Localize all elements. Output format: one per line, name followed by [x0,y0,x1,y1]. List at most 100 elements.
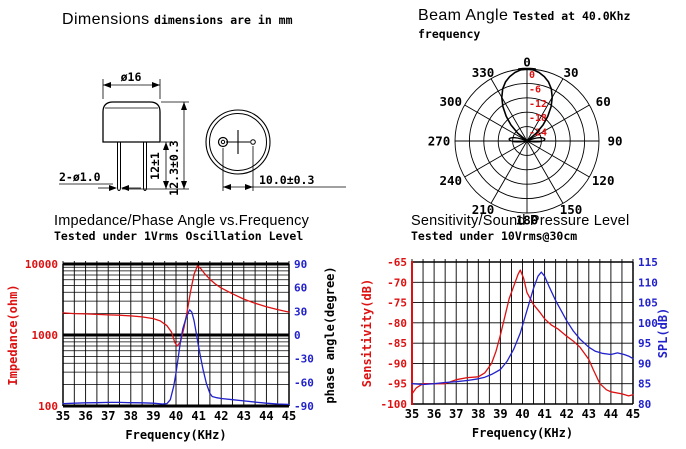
pin-positive-outer [217,136,229,148]
x-axis-title: Frequency(KHz) [125,428,226,442]
arrowhead [163,142,169,150]
arrowhead [181,102,187,110]
x-tick-label: 42 [214,409,228,423]
beam-side-lobe [526,137,546,143]
impedance-title: Impedance/Phase Angle vs.Frequency Teste… [54,213,309,243]
cap-diameter-label: ø16 [121,70,142,84]
lead-length-label: 12±1 [148,152,162,180]
y-right-axis-title: SPL(dB) [656,308,670,359]
impedance-heading: Impedance/Phase Angle vs.Frequency [54,213,310,229]
series-phase_deg [62,309,290,406]
y-right-axis-title: phase angle(degree) [323,266,337,403]
arrowhead [181,181,187,189]
x-tick-label: 42 [559,407,573,421]
y-right-tick-label: 115 [638,256,658,269]
beam-condition: Tested at 40.0Khz [512,9,631,23]
x-tick-label: 39 [146,409,160,423]
y-right-tick-label: 105 [638,297,658,310]
y-left-tick-label: -95 [387,378,407,391]
sensitivity-spl-chart: -65 -70 -75 -80 -85 -90 -95 -100 115 110 105 100 95 9… [360,256,670,440]
beam-side-lobe [508,137,528,143]
y-left-tick-label: -65 [387,256,407,269]
sensitivity-heading: Sensitivity/Sound Pressure Level [411,213,630,229]
lead-right [143,142,147,192]
pin-spacing-label: 10.0±0.3 [259,173,314,187]
x-tick-label: 45 [626,407,640,421]
arrowhead [121,185,129,191]
x-tick-label: 35 [405,407,419,421]
y-left-tick-label: -75 [387,297,407,310]
angle-tick-label: 300 [440,94,463,109]
lead-diameter-label: 2-ø1.0 [59,170,101,184]
x-tick-label: 43 [237,409,251,423]
y-left-axis-title: Impedance(ohm) [6,284,20,385]
x-tick-label: 38 [124,409,138,423]
y-right-tick-label: 80 [638,398,651,411]
x-tick-label: 44 [259,409,273,423]
pin-positive-inner [220,139,226,145]
x-tick-label: 38 [471,407,485,421]
beam-cap-arc [518,67,536,71]
angle-tick-label: 0 [523,55,531,70]
x-tick-label: 37 [449,407,463,421]
y-left-tick-label: -80 [387,317,407,330]
angle-tick-label: 90 [607,134,622,149]
arrowhead [103,82,111,88]
angle-tick-label: 180 [516,213,539,228]
dimension-drawing: ø16 12±1 12.3±0.3 2-ø1.0 [59,70,346,196]
x-tick-label: 36 [427,407,441,421]
dimensions-note: dimensions are in mm [154,13,293,27]
transducer-body-outline [102,101,161,143]
x-axis-title: Frequency(KHz) [472,426,573,440]
impedance-condition: Tested under 1Vrms Oscillation Level [54,229,304,243]
series-impedance_ohm [62,265,290,347]
series-spl_db [411,271,634,386]
y-right-tick-label: 85 [638,378,651,391]
x-tick-label: 39 [493,407,507,421]
y-right-tick-label: 100 [638,317,658,330]
y-left-tick-label: -85 [387,337,407,350]
sensitivity-title: Sensitivity/Sound Pressure Level Tested … [411,213,629,243]
angle-tick-label: 120 [592,173,615,188]
x-tick-label: 40 [169,409,183,423]
db-ring-label: -6 [529,84,541,95]
face-outer-circle [205,109,271,175]
y-left-tick-label: -100 [381,398,408,411]
y-right-tick-label: 90 [638,357,651,370]
face-inner-circle [209,113,267,171]
y-left-tick-label: -70 [387,276,407,289]
arrowhead [109,185,117,191]
angle-tick-label: 210 [472,202,495,217]
y-right-tick-label: 110 [638,276,658,289]
x-tick-label: 36 [78,409,92,423]
lead-left [117,142,121,192]
arrowhead [223,184,231,190]
x-tick-label: 40 [515,407,529,421]
db-ring-label: -24 [529,128,547,139]
x-tick-label: 45 [282,409,296,423]
angle-tick-label: 60 [596,94,611,109]
beam-heading: Beam Angle [418,7,509,24]
y-right-tick-label: 0 [294,329,301,342]
db-ring-label: -12 [529,99,547,110]
dimensions-title: Dimensions dimensions are in mm [62,11,293,29]
series-sensitivity_db [411,269,634,397]
arrowhead [245,184,253,190]
x-tick-label: 37 [101,409,115,423]
dimensions-heading: Dimensions [62,11,150,28]
db-ring-label: 0 [529,70,535,81]
beam-title: Beam Angle Tested at 40.0Khz frequency [418,7,630,42]
y-right-tick-label: -30 [294,353,314,366]
angle-tick-label: 330 [472,65,495,80]
pin-negative [250,139,256,145]
x-tick-label: 41 [191,409,205,423]
x-tick-label: 43 [582,407,596,421]
y-right-tick-label: 30 [294,305,307,318]
y-left-tick-label: 100 [38,400,58,413]
x-tick-label: 41 [537,407,551,421]
y-right-tick-label: 60 [294,282,307,295]
height-label: 12.3±0.3 [167,140,181,195]
angle-tick-label: 270 [428,134,451,149]
